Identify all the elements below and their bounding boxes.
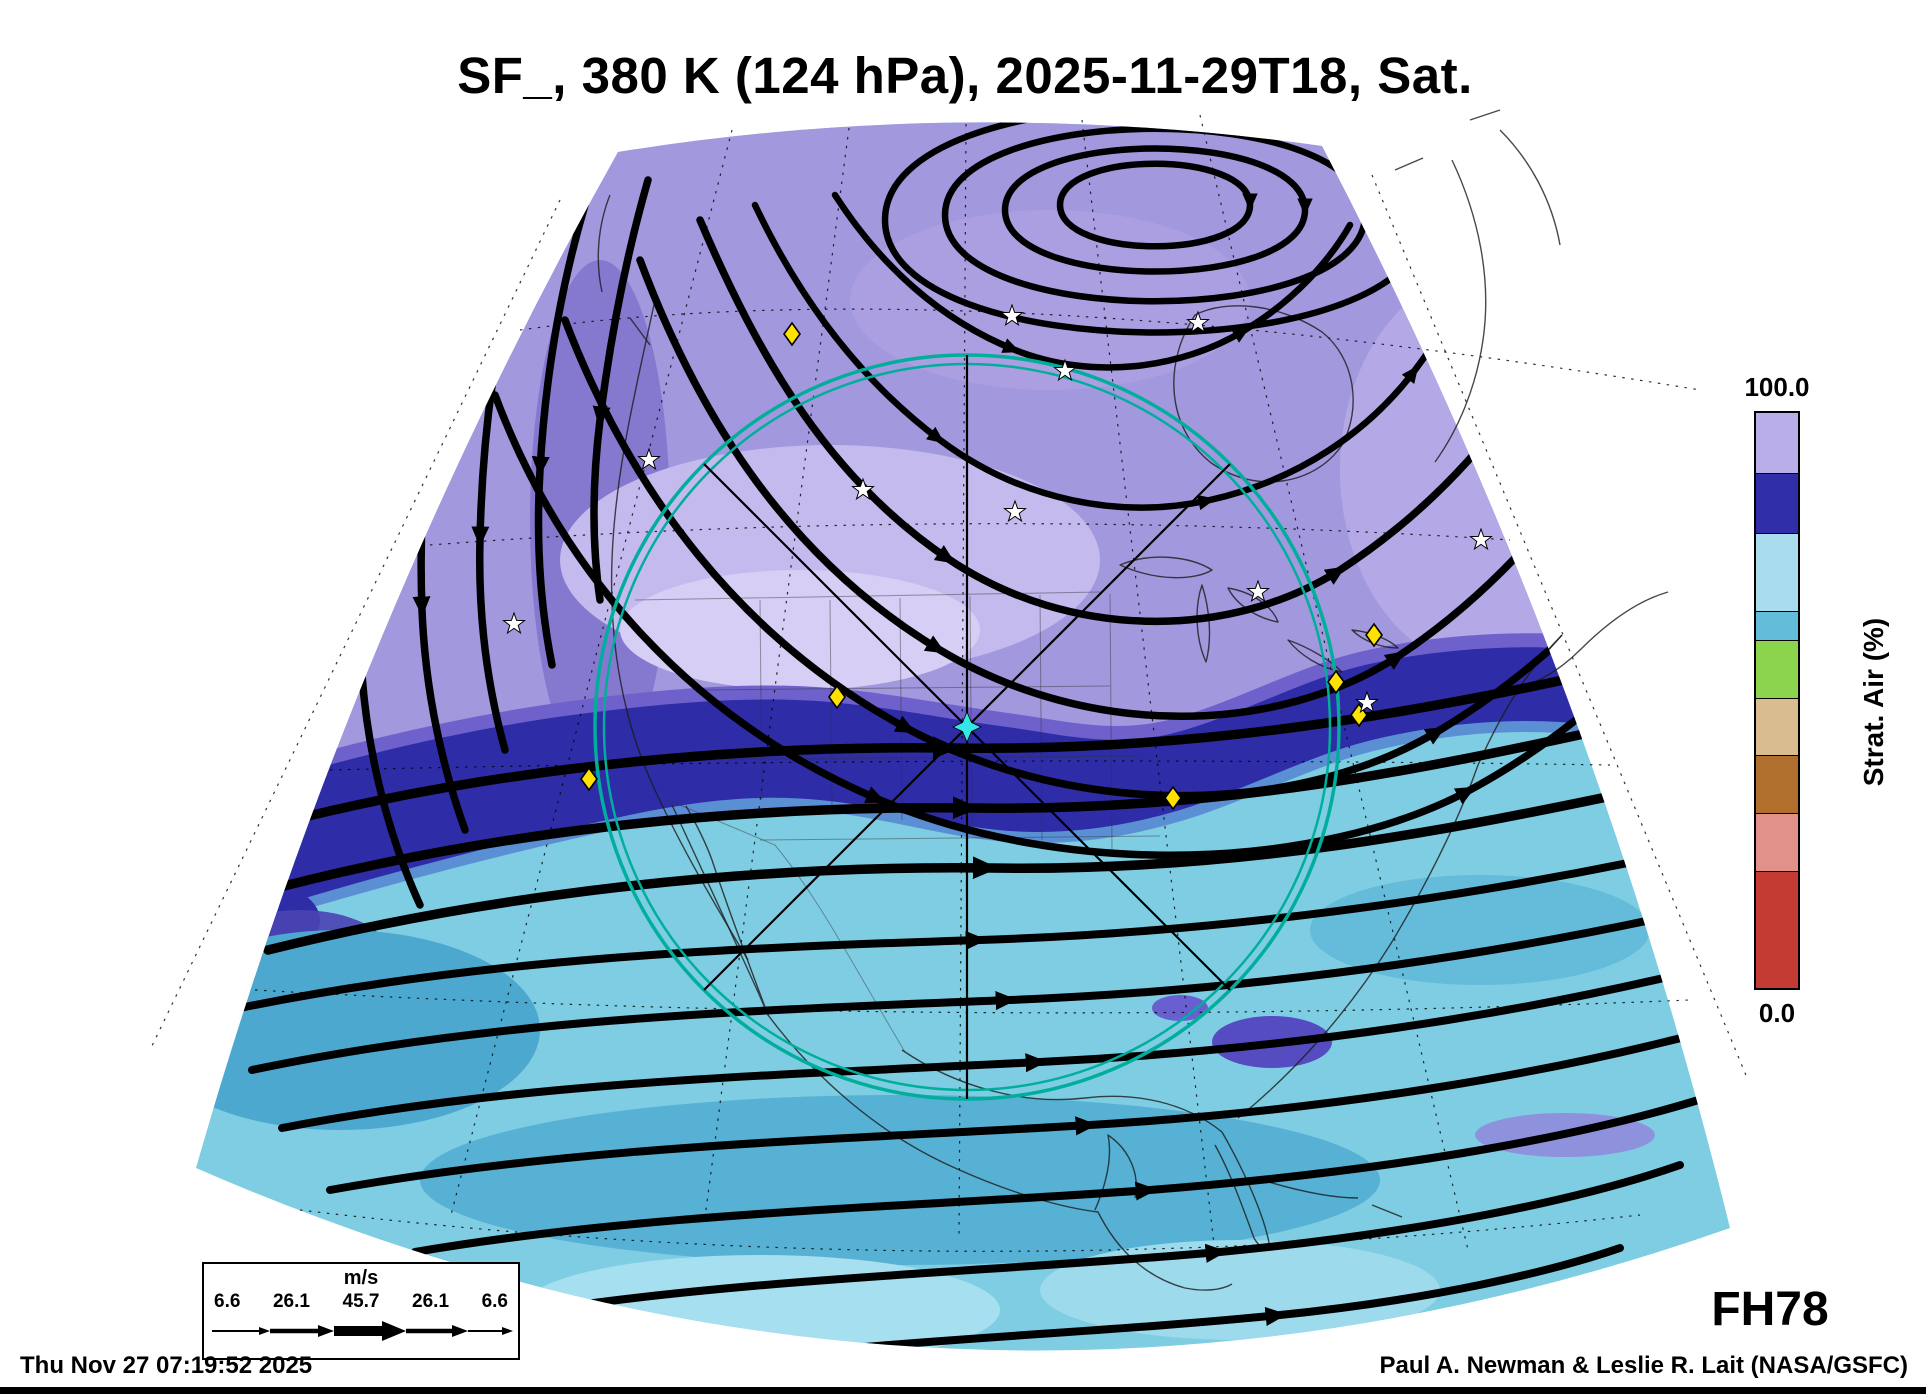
streamline [226,844,1704,1014]
streamline [531,201,589,669]
wind-streamlines [226,122,1730,1351]
colorbar-segment [1756,697,1798,756]
star-marker [1186,310,1210,334]
colorbar-axis-label: Strat. Air (%) [1858,617,1889,787]
wind-speed-value: 45.7 [342,1291,380,1312]
wind-legend-values: 6.6 26.1 45.7 26.1 6.6 [204,1291,518,1313]
diamond-marker [783,321,801,347]
streamline [1056,160,1258,250]
forecast-hour-label: FH78 [1711,1283,1829,1336]
streamline [326,1021,1730,1194]
colorbar-segment [1756,610,1798,640]
streamline [263,783,1655,955]
diamond-marker [1365,622,1383,648]
generation-timestamp: Thu Nov 27 07:19:52 2025 [20,1352,313,1379]
star-marker [851,477,875,501]
colorbar-scale [1754,411,1800,990]
colorbar-segment [1756,472,1798,534]
star-marker [1469,527,1493,551]
streamline [248,901,1724,1074]
colorbar-segment [1756,639,1798,698]
wind-legend-units: m/s [343,1267,379,1289]
credit-line: Paul A. Newman & Leslie R. Lait (NASA/GS… [1379,1352,1908,1379]
star-marker [1003,499,1027,523]
wind-speed-value: 6.6 [481,1291,508,1312]
star-marker [502,611,526,635]
diamond-marker [828,684,846,710]
colorbar-segment [1756,755,1798,814]
circle-center-marker [952,710,982,744]
bottom-border-bar [0,1387,1926,1394]
range-circle [593,353,1341,1101]
star-marker [1355,690,1379,714]
colorbar-segment [1756,813,1798,871]
wind-speed-legend: m/s 6.6 26.1 45.7 26.1 6.6 [202,1262,520,1360]
streamline [278,958,1730,1132]
wind-speed-value: 6.6 [214,1291,241,1312]
star-marker [1000,303,1024,327]
wind-speed-value: 26.1 [412,1291,450,1312]
star-marker [1246,579,1270,603]
streamline [590,176,652,604]
streamline [526,1161,1684,1316]
star-marker [637,447,661,471]
colorbar-max-label: 100.0 [1744,372,1810,402]
streamline [411,1094,1709,1256]
diamond-marker [580,766,598,792]
plot-title: SF_, 380 K (124 hPa), 2025-11-29T18, Sat… [457,47,1473,104]
streamline [1001,145,1313,275]
colorbar: 100.0 0.0 [1744,372,1810,1029]
colorbar-segment [1756,413,1798,473]
wind-speed-value: 26.1 [272,1291,310,1312]
colorbar-segment [1756,533,1798,611]
wind-scale-arrows [212,1321,513,1341]
diamond-marker [1327,669,1345,695]
star-marker [1053,358,1077,382]
colorbar-segment [1756,870,1798,988]
colorbar-min-label: 0.0 [1758,998,1796,1028]
diamond-marker [1164,785,1182,811]
station-markers [502,303,1493,811]
